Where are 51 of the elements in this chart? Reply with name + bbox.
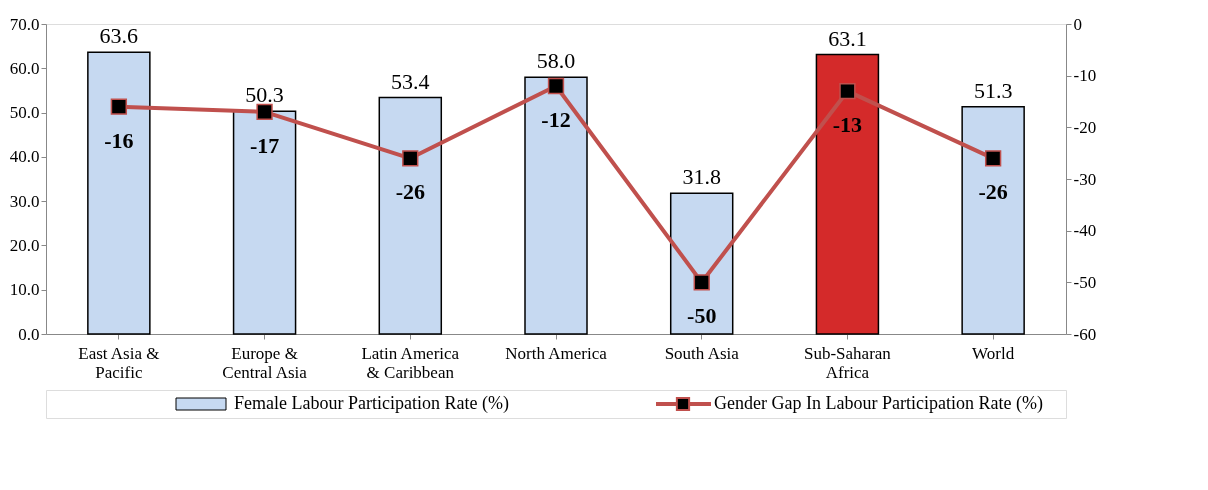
point: [547, 77, 565, 95]
point: [256, 103, 273, 120]
y-tick-label: 70.0: [9, 14, 40, 34]
y-tick-label: 60.0: [9, 58, 40, 78]
data-label: 58.0: [536, 48, 576, 74]
y2-tick-label: -10: [1073, 66, 1097, 86]
bar: [961, 106, 1025, 335]
point: [110, 98, 128, 115]
point: [984, 150, 1002, 167]
data-label: -16: [104, 127, 134, 153]
bar: [87, 51, 151, 335]
y-tick-label: 50.0: [9, 103, 40, 123]
y-tick-label: 40.0: [9, 147, 40, 167]
y2-tick-label: 0: [1073, 14, 1082, 34]
x-tick-label: Europe & Central Asia: [222, 343, 308, 382]
data-label: -17: [249, 132, 280, 158]
y2-tick-label: -50: [1073, 272, 1097, 292]
data-label: -26: [395, 179, 425, 205]
data-label: 51.3: [973, 77, 1013, 103]
data-label: 63.1: [828, 25, 867, 51]
data-label: 63.6: [99, 23, 139, 49]
data-label: 50.3: [245, 82, 284, 108]
y-tick-label: 30.0: [9, 191, 40, 211]
x-tick-label: East Asia & Pacific: [78, 343, 160, 382]
legend-label: Gender Gap In Labour Participation Rate (%): [714, 393, 1043, 414]
x-tick-label: North America: [505, 343, 608, 363]
y2-tick-label: -20: [1073, 117, 1097, 137]
y-tick-label: 0.0: [18, 324, 40, 344]
data-label: 53.4: [391, 68, 430, 94]
y2-tick-label: -30: [1073, 169, 1097, 189]
bar: [378, 96, 443, 335]
legend-label: Female Labour Participation Rate (%): [234, 393, 509, 414]
x-tick-label: Latin America & Caribbean: [361, 343, 460, 382]
data-label: -12: [541, 107, 571, 132]
point: [693, 274, 710, 291]
point: [839, 83, 856, 100]
x-tick-label: World: [972, 343, 1015, 363]
x-tick-label: South Asia: [664, 343, 740, 363]
y-tick-label: 10.0: [9, 280, 40, 300]
y-tick-label: 20.0: [9, 235, 40, 255]
data-label: 31.8: [682, 164, 721, 190]
data-label: -13: [832, 112, 863, 138]
bar: [524, 76, 588, 335]
data-label: -26: [978, 179, 1008, 205]
x-tick-label: Sub-Saharan Africa: [803, 343, 892, 382]
data-label: -50: [687, 303, 717, 329]
bar: [815, 53, 880, 335]
y2-tick-label: -60: [1073, 324, 1097, 344]
y2-tick-label: -40: [1073, 221, 1097, 241]
point: [402, 150, 419, 167]
bar: [669, 192, 734, 335]
